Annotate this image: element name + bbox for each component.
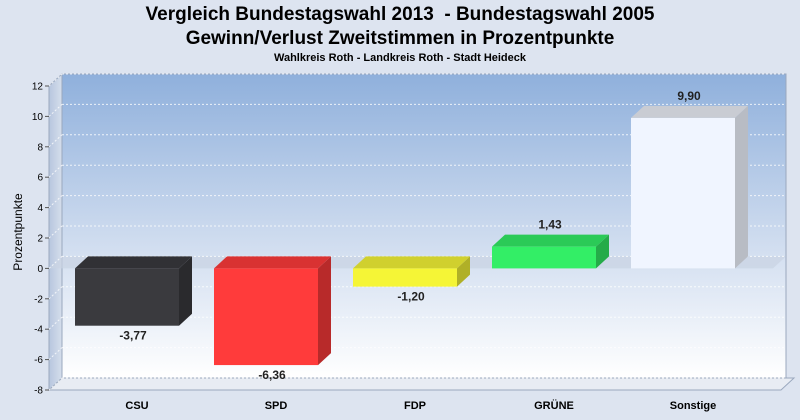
bar-side-CSU bbox=[179, 256, 192, 326]
y-tick-label: -4 bbox=[34, 325, 43, 336]
bar-top-Sonstige bbox=[631, 105, 748, 118]
gridline-side bbox=[48, 134, 63, 148]
bar-side-SPD bbox=[318, 256, 331, 366]
gridline-side bbox=[48, 104, 63, 117]
chart-title-line-2: Gewinn/Verlust Zweitstimmen in Prozentpu… bbox=[185, 28, 615, 49]
data-label: -3,77 bbox=[119, 329, 147, 343]
bars bbox=[75, 105, 748, 366]
y-tick-label: 2 bbox=[37, 234, 43, 245]
y-axis-title: Prozentpunkte bbox=[11, 193, 25, 271]
gridline-side bbox=[48, 73, 63, 87]
data-label: 1,43 bbox=[538, 218, 562, 232]
y-tick-label: 6 bbox=[37, 173, 43, 184]
x-tick-label: FDP bbox=[404, 400, 426, 412]
bar-side-GRÜNE bbox=[596, 234, 609, 269]
y-tick-label: -2 bbox=[34, 294, 43, 305]
bar-SPD bbox=[214, 268, 318, 366]
chart-title: Vergleich Bundestagswahl 2013 - Bundesta… bbox=[145, 4, 655, 25]
gridline-side bbox=[48, 256, 63, 269]
bar-top-FDP bbox=[353, 256, 470, 269]
gridline-side bbox=[48, 225, 63, 239]
bar-top-GRÜNE bbox=[492, 234, 609, 247]
chart-subtitle: Wahlkreis Roth - Landkreis Roth - Stadt … bbox=[273, 52, 527, 64]
x-tick-label: SPD bbox=[265, 400, 288, 412]
bar-side-FDP bbox=[457, 256, 470, 287]
gridline-side bbox=[48, 164, 63, 178]
x-tick-label: CSU bbox=[125, 400, 148, 412]
bar-top-SPD bbox=[214, 256, 331, 269]
gridline-side bbox=[48, 195, 63, 208]
bar-Sonstige bbox=[631, 117, 735, 269]
y-tick-label: 10 bbox=[32, 112, 44, 123]
data-label: 9,90 bbox=[677, 89, 701, 103]
gridline-side bbox=[48, 286, 63, 300]
bar-FDP bbox=[353, 268, 457, 287]
bar-side-Sonstige bbox=[735, 105, 748, 269]
y-tick-label: 0 bbox=[37, 264, 43, 275]
x-tick-label: GRÜNE bbox=[534, 399, 574, 412]
data-label: -1,20 bbox=[397, 290, 425, 304]
gridline-side bbox=[48, 347, 63, 360]
bar-CSU bbox=[75, 268, 179, 326]
y-tick-label: -6 bbox=[34, 355, 43, 366]
x-tick-label: Sonstige bbox=[670, 400, 716, 412]
y-tick-label: 12 bbox=[32, 82, 44, 93]
y-axis: -8 -6 -4 -2 0 2 4 6 8 10 12 bbox=[32, 82, 49, 397]
bar-top-CSU bbox=[75, 256, 192, 269]
gridline-side bbox=[48, 316, 63, 330]
gridline-side bbox=[48, 377, 63, 391]
bar-GRÜNE bbox=[492, 246, 596, 269]
data-label: -6,36 bbox=[258, 368, 286, 382]
y-tick-label: 8 bbox=[37, 142, 43, 153]
plot-floor bbox=[47, 377, 796, 391]
y-tick-label: 4 bbox=[37, 203, 43, 214]
y-tick-label: -8 bbox=[34, 386, 43, 397]
